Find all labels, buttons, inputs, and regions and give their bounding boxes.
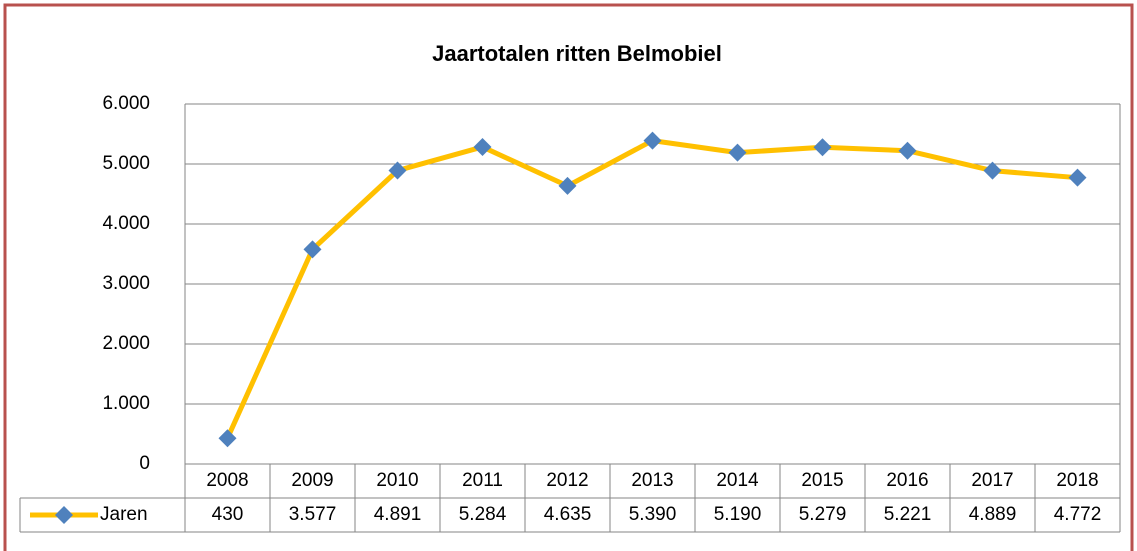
- marker: [388, 161, 407, 180]
- table-value: 5.390: [629, 504, 677, 525]
- y-tick-label: 2.000: [102, 333, 150, 354]
- table-value: 3.577: [289, 504, 337, 525]
- y-tick-label: 0: [139, 453, 150, 474]
- marker: [813, 138, 832, 157]
- series-line: [225, 138, 1078, 440]
- marker: [898, 141, 917, 160]
- legend-label: Jaren: [100, 504, 148, 525]
- x-tick-label: 2015: [801, 470, 843, 491]
- y-tick-label: 1.000: [102, 393, 150, 414]
- marker: [303, 240, 322, 259]
- legend-marker: [55, 506, 73, 524]
- y-tick-label: 3.000: [102, 273, 150, 294]
- table-value: 4.889: [969, 504, 1017, 525]
- y-tick-label: 5.000: [102, 153, 150, 174]
- marker: [558, 176, 577, 195]
- x-tick-label: 2018: [1056, 470, 1098, 491]
- x-tick-label: 2010: [376, 470, 418, 491]
- table-value: 430: [212, 504, 244, 525]
- y-tick-label: 6.000: [102, 93, 150, 114]
- table-value: 5.221: [884, 504, 932, 525]
- x-tick-label: 2016: [886, 470, 928, 491]
- table-value: 4.635: [544, 504, 592, 525]
- marker: [1068, 168, 1087, 187]
- x-tick-label: 2013: [631, 470, 673, 491]
- table-value: 5.190: [714, 504, 762, 525]
- marker: [473, 137, 492, 156]
- table-value: 4.891: [374, 504, 422, 525]
- x-tick-label: 2014: [716, 470, 759, 491]
- table-value: 5.284: [459, 504, 507, 525]
- table-value: 4.772: [1054, 504, 1102, 525]
- table-value: 5.279: [799, 504, 847, 525]
- x-tick-label: 2011: [462, 470, 503, 491]
- y-tick-label: 4.000: [102, 213, 150, 234]
- x-tick-label: 2017: [971, 470, 1013, 491]
- x-tick-label: 2012: [546, 470, 588, 491]
- x-tick-label: 2009: [291, 470, 333, 491]
- x-tick-label: 2008: [206, 470, 248, 491]
- chart-border: [3, 3, 1134, 551]
- marker: [218, 429, 237, 448]
- marker: [643, 131, 662, 150]
- marker: [728, 143, 747, 162]
- marker: [983, 161, 1002, 180]
- chart-title: Jaartotalen ritten Belmobiel: [432, 41, 722, 66]
